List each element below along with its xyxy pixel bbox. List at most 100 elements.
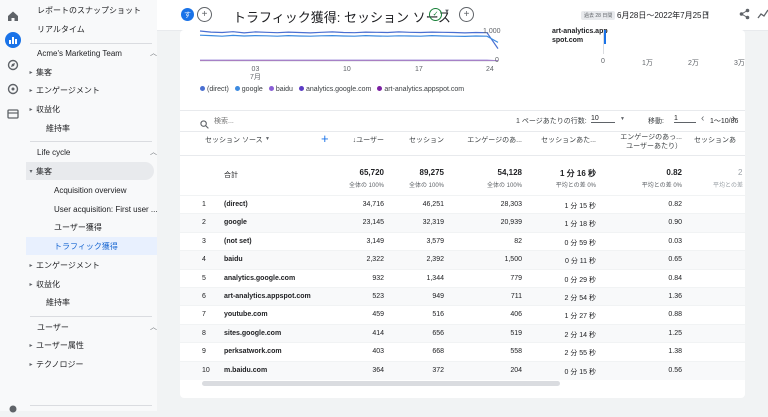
legend-item-analytics[interactable]: analytics.google.com [299, 86, 371, 93]
sidebar-item-user-acquisition-first[interactable]: User acquisition: First user ... [26, 200, 157, 218]
section-lifecycle-header[interactable]: Life cycle︿ [26, 143, 157, 161]
sidebar-item-traffic-acquisition[interactable]: トラフィック獲得 [26, 237, 157, 255]
cell-engaged: 519 [460, 330, 522, 337]
cell-sessions: 372 [394, 367, 444, 374]
sidebar-item-lifecycle-monetization[interactable]: ▸収益化 [26, 275, 154, 293]
total-sessions: 89,275 [394, 168, 444, 177]
sidebar-divider [30, 141, 152, 142]
search-input[interactable] [212, 114, 326, 128]
col-header-more[interactable]: セッションあ [694, 135, 745, 145]
col-header-avg-session[interactable]: セッションあた... [534, 135, 596, 145]
legend-item-direct[interactable]: (direct) [200, 86, 229, 93]
add-comparison-button[interactable]: + [197, 7, 212, 22]
rows-dropdown-icon[interactable]: ▼ [620, 116, 625, 122]
legend-item-art-analytics[interactable]: art-analytics.appspot.com [377, 86, 464, 93]
col-header-sessions[interactable]: セッション [394, 135, 444, 145]
cell-avg-session: 0 分 11 秒 [534, 256, 596, 266]
sidebar-item-lifecycle-engagement[interactable]: ▸エンゲージメント [26, 256, 154, 274]
cell-sessions: 46,251 [394, 201, 444, 208]
share-icon[interactable] [739, 7, 750, 25]
cell-users: 34,716 [350, 201, 384, 208]
sidebar-item-engagement[interactable]: ▸エンゲージメント [26, 81, 154, 99]
col-header-engaged[interactable]: エンゲージのあ... [460, 135, 522, 145]
add-dimension-button[interactable]: + [321, 131, 329, 146]
row-index: 1 [202, 201, 206, 208]
prev-page-button[interactable]: ‹ [701, 113, 704, 124]
totals-label: 合計 [224, 170, 238, 180]
cell-avg-session: 1 分 15 秒 [534, 201, 596, 211]
right-tick-0: 0 [601, 58, 605, 65]
check-dropdown-icon[interactable]: ▼ [444, 9, 450, 15]
caret-right-icon: ▸ [26, 281, 36, 288]
sidebar-item-user-acquisition[interactable]: ユーザー獲得 [26, 218, 157, 236]
legend-item-baidu[interactable]: baidu [269, 86, 293, 93]
sidebar-item-retention[interactable]: 維持率 [26, 119, 157, 137]
cell-sessions: 656 [394, 330, 444, 337]
col-header-users[interactable]: ↓ユーザー [350, 135, 384, 145]
horizontal-scrollbar[interactable] [202, 381, 560, 386]
date-range[interactable]: 6月28日～2022年7月25日 [617, 10, 710, 21]
row-index: 10 [202, 367, 210, 374]
total-users: 65,720 [350, 168, 384, 177]
sidebar-item-acquisition[interactable]: ▸集客 [26, 63, 154, 81]
list-icon[interactable] [5, 106, 21, 122]
insights-icon[interactable] [757, 7, 768, 25]
sidebar-item-acquisition-overview[interactable]: Acquisition overview [26, 181, 157, 199]
cell-avg-session: 0 分 15 秒 [534, 367, 596, 377]
total-avg-session-sub: 平均との差 0% [534, 180, 596, 189]
caret-right-icon: ▸ [26, 106, 36, 113]
sidebar-item-snapshot[interactable]: レポートのスナップショット [26, 1, 157, 19]
cell-users: 23,145 [350, 219, 384, 226]
sidebar-item-demographics[interactable]: ▸ユーザー属性 [26, 336, 154, 354]
home-icon[interactable] [5, 8, 21, 24]
section-acme-header[interactable]: Acme's Marketing Team︿ [26, 44, 157, 62]
rows-per-page-select[interactable]: 10 [591, 115, 615, 123]
comparison-badge[interactable]: す [181, 8, 194, 21]
sidebar-item-realtime[interactable]: リアルタイム [26, 20, 157, 38]
advertising-icon[interactable] [5, 81, 21, 97]
row-index: 2 [202, 219, 206, 226]
cell-per-user: 0.03 [610, 238, 682, 245]
cell-sessions: 2,392 [394, 256, 444, 263]
cell-users: 932 [350, 275, 384, 282]
sidebar-item-lifecycle-retention[interactable]: 維持率 [26, 293, 157, 311]
settings-icon[interactable] [5, 401, 21, 417]
explore-icon[interactable] [5, 57, 21, 73]
sidebar-divider [30, 316, 152, 317]
date-dropdown-icon[interactable]: ▼ [704, 11, 710, 17]
goto-input[interactable]: 1 [674, 115, 696, 123]
cell-source: m.baidu.com [224, 367, 267, 374]
series-line-1 [200, 31, 498, 49]
cell-sessions: 668 [394, 348, 444, 355]
cell-users: 459 [350, 311, 384, 318]
date-range-chip[interactable]: 過去 28 日間 [581, 11, 615, 20]
dimension-dropdown-icon[interactable]: ▼ [265, 136, 270, 142]
caret-right-icon: ▸ [26, 262, 36, 269]
next-page-button[interactable]: › [732, 113, 735, 124]
check-status-icon[interactable]: ✓ [429, 8, 442, 21]
cell-source: (not set) [224, 238, 252, 245]
reports-icon[interactable] [5, 32, 21, 48]
sidebar-item-monetization[interactable]: ▸収益化 [26, 100, 154, 118]
dimension-header[interactable]: セッション ソース [205, 135, 263, 145]
table-header-row: セッション ソース ▼ + ↓ユーザー セッション エンゲージのあ... セッシ… [180, 131, 745, 156]
add-filter-button[interactable]: + [459, 7, 474, 22]
sidebar-item-lifecycle-acquisition[interactable]: ▾集客 [26, 162, 154, 180]
row-index: 6 [202, 293, 206, 300]
caret-right-icon: ▸ [26, 69, 36, 76]
col-header-per-user[interactable]: エンゲージのあっ... ユーザーあたり） [610, 133, 682, 151]
sidebar-item-tech[interactable]: ▸テクノロジー [26, 355, 154, 373]
legend-item-google[interactable]: google [235, 86, 263, 93]
cell-users: 523 [350, 293, 384, 300]
section-user-header[interactable]: ユーザー︿ [26, 318, 157, 336]
